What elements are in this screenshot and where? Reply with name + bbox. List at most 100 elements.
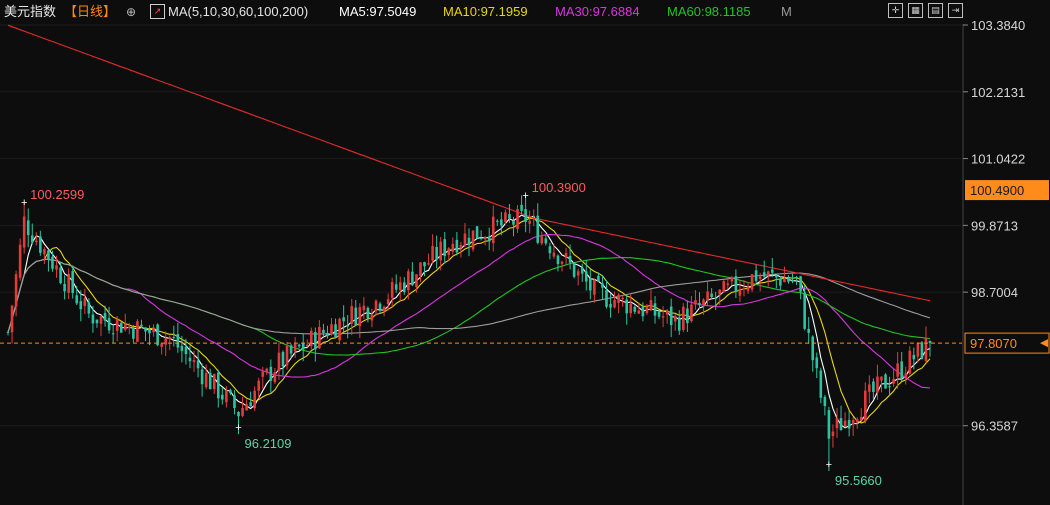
more-label[interactable]: M — [781, 4, 792, 19]
candle-body — [912, 354, 916, 360]
candle-body — [831, 431, 835, 436]
candle-body — [597, 275, 600, 282]
candle-body — [750, 274, 754, 290]
candle-body — [475, 226, 479, 239]
current-price-box — [964, 332, 1050, 354]
candle-body — [827, 410, 831, 439]
candle-body — [601, 283, 604, 288]
candle-body — [374, 300, 378, 312]
candle-body — [358, 307, 362, 327]
candle-body — [710, 293, 713, 298]
y-tick-label: 96.3587 — [971, 419, 1018, 434]
candle-body — [144, 327, 147, 332]
candle-body — [447, 248, 451, 256]
candle-body — [589, 278, 592, 291]
candle-body — [269, 366, 273, 381]
extreme-marker: + — [522, 190, 528, 202]
candle-body — [51, 256, 54, 269]
candle-body — [819, 370, 823, 398]
candle-body — [722, 281, 726, 293]
candle-body — [839, 418, 843, 431]
candle-body — [95, 319, 99, 324]
candle-body — [26, 220, 30, 236]
candle-body — [249, 402, 252, 407]
candle-body — [851, 419, 855, 425]
candle-body — [47, 250, 50, 260]
candle-body — [309, 330, 313, 347]
period-label[interactable]: 【日线】 — [64, 4, 117, 19]
candle-body — [354, 307, 358, 326]
candle-body — [443, 239, 447, 257]
candle-body — [415, 274, 418, 288]
candle-body — [621, 297, 624, 300]
price-marker-label: 100.4900 — [970, 183, 1024, 198]
candle-body — [43, 249, 46, 255]
candle-body — [229, 389, 232, 394]
candle-body — [156, 324, 159, 346]
candle-body — [548, 246, 552, 254]
candle-body — [787, 278, 790, 282]
candle-body — [10, 305, 14, 333]
chart-icon[interactable]: ▤ — [928, 3, 943, 18]
candle-body — [200, 369, 204, 385]
candle-body — [394, 284, 398, 290]
candle-body — [629, 303, 633, 314]
candle-body — [799, 276, 802, 292]
candle-body — [645, 306, 649, 314]
candle-body — [221, 394, 224, 400]
candle-body — [107, 318, 111, 331]
candle-body — [386, 299, 390, 304]
candle-body — [540, 236, 544, 244]
price-marker-box — [965, 180, 1049, 201]
candle-body — [6, 331, 10, 333]
candle-body — [872, 381, 875, 393]
exit-icon[interactable]: ⇥ — [948, 3, 963, 18]
candle-body — [257, 380, 261, 391]
extreme-marker: + — [826, 459, 832, 471]
candle-body — [884, 374, 887, 389]
candle-body — [677, 317, 681, 331]
ma-line-ma100 — [7, 258, 931, 335]
ma10-value: MA10:97.1959 — [443, 4, 528, 19]
candle-body — [281, 351, 285, 367]
candle-body — [297, 344, 301, 347]
candle-body — [123, 324, 127, 330]
candle-body — [920, 342, 924, 359]
candle-body — [314, 331, 317, 350]
candle-body — [176, 334, 180, 348]
candle-body — [673, 316, 677, 322]
candle-body — [536, 215, 540, 243]
candle-body — [119, 322, 123, 333]
candle-body — [216, 372, 220, 399]
candle-body — [402, 282, 406, 292]
candle-body — [378, 303, 382, 310]
candle-body — [694, 300, 697, 305]
candle-body — [876, 376, 879, 393]
candle-body — [928, 340, 932, 344]
candle-body — [225, 390, 228, 403]
candle-body — [204, 372, 208, 388]
candle-body — [172, 337, 176, 339]
target-icon[interactable]: ⊕ — [126, 5, 137, 19]
candle-body — [471, 230, 475, 250]
candle-body — [427, 263, 430, 265]
candle-body — [698, 302, 701, 306]
layout-icon[interactable]: ▦ — [908, 3, 923, 18]
candle-body — [285, 345, 289, 366]
ma-params[interactable]: MA(5,10,30,60,100,200) — [168, 4, 309, 19]
candle-body — [338, 318, 341, 341]
candle-body — [605, 290, 608, 307]
candle-body — [91, 314, 95, 324]
candle-body — [496, 220, 499, 222]
candle-body — [593, 279, 596, 295]
candle-body — [22, 216, 26, 248]
candle-body — [382, 306, 386, 312]
candle-body — [847, 419, 851, 429]
candle-body — [334, 324, 337, 337]
candle-body — [491, 216, 495, 244]
expand-icon[interactable]: ✛ — [888, 3, 903, 18]
indicator-icon[interactable]: ↗ — [150, 4, 165, 19]
current-price-label: 97.8070 — [970, 336, 1017, 351]
